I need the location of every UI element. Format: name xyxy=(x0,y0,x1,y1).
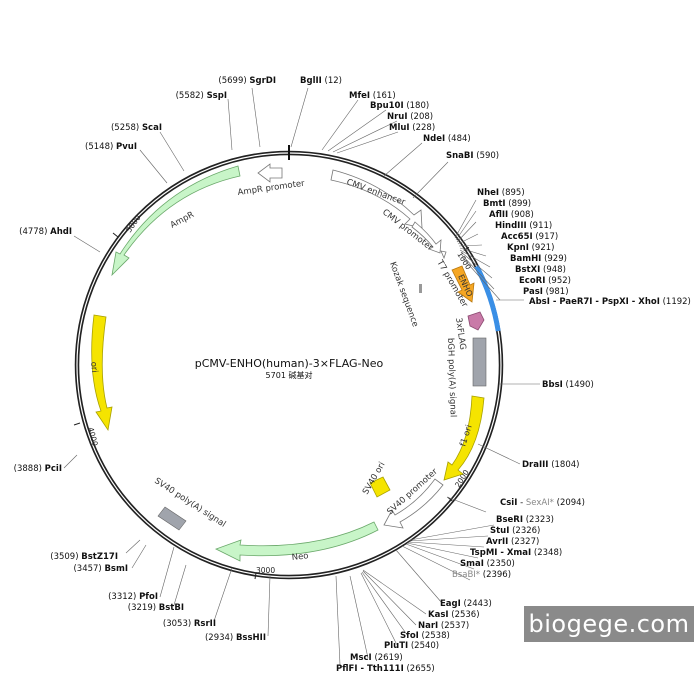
site-bbsi: BbsI (1490) xyxy=(542,380,594,390)
plasmid-size: 5701 碱基对 xyxy=(266,370,313,380)
site-pasi: PasI (981) xyxy=(523,287,569,297)
feature-sv40-polya xyxy=(157,506,187,531)
site-mlui: MluI (228) xyxy=(389,123,435,133)
feature-enho xyxy=(451,265,475,303)
site-aflii: AflII (908) xyxy=(489,210,534,220)
site-bpu10i: Bpu10I (180) xyxy=(370,101,429,111)
tick-3000-mark xyxy=(254,572,257,580)
site-sfoi: SfoI (2538) xyxy=(400,631,450,641)
watermark: biogege.com xyxy=(524,606,694,642)
feature-kozak xyxy=(419,284,422,293)
site-bsmi: (3457) BsmI xyxy=(73,564,128,574)
site-pvui: (5148) PvuI xyxy=(85,142,137,152)
site-bstxi: BstXI (948) xyxy=(515,265,566,275)
site-ahdi: (4778) AhdI xyxy=(19,227,72,237)
site-sspi: (5582) SspI xyxy=(176,91,227,101)
site-ecori: EcoRI (952) xyxy=(519,276,571,286)
site-bamhi: BamHI (929) xyxy=(510,254,567,264)
site-bmti: BmtI (899) xyxy=(483,199,531,209)
feature-label-neo: Neo xyxy=(291,551,309,563)
leader-lines xyxy=(63,87,540,666)
site-bglii: BglII (12) xyxy=(300,76,342,86)
feature-neo xyxy=(214,521,379,562)
tick-3000: 3000 xyxy=(256,566,275,575)
feature-3xflag xyxy=(467,311,485,331)
site-ndei: NdeI (484) xyxy=(423,134,471,144)
tick-1000-mark xyxy=(463,246,470,251)
feature-f1-ori xyxy=(443,395,485,481)
site-sgrdi: (5699) SgrDI xyxy=(218,76,276,86)
feature-label-ori: ori xyxy=(88,361,99,373)
site-pcii: (3888) PciI xyxy=(14,464,62,474)
site-pluti: PluTI (2540) xyxy=(384,641,439,651)
site-bsshii: (2934) BssHII xyxy=(205,633,266,643)
site-hindiii: HindIII (911) xyxy=(495,221,552,231)
tick-5000-mark xyxy=(112,232,119,238)
site-bseri: BseRI (2323) xyxy=(496,515,554,525)
site-nrui: NruI (208) xyxy=(387,112,433,122)
feature-ampr-promoter xyxy=(257,163,283,183)
feature-label-sv40-polya: SV40 poly(A) signal xyxy=(152,476,227,530)
site-msci: MscI (2619) xyxy=(350,653,403,663)
site-scai: (5258) ScaI xyxy=(111,123,162,133)
feature-cmv-promoter xyxy=(411,221,442,254)
feature-label-ampr: AmpR xyxy=(169,210,196,231)
site-eagi: EagI (2443) xyxy=(440,599,492,609)
site-bstz17i: (3509) BstZ17I xyxy=(50,552,118,562)
feature-t7-promoter xyxy=(440,250,447,260)
site-snabi: SnaBI (590) xyxy=(446,151,499,161)
site-avrii: AvrII (2327) xyxy=(486,537,539,547)
site-rsrii: (3053) RsrII xyxy=(163,619,216,629)
site-nhei: NheI (895) xyxy=(477,188,525,198)
feature-label-kozak: Kozak sequence xyxy=(387,261,420,329)
site-stui: StuI (2326) xyxy=(490,526,540,536)
site-nari: NarI (2537) xyxy=(418,621,469,631)
plasmid-name: pCMV-ENHO(human)-3×FLAG-Neo xyxy=(195,357,384,370)
feature-label-bgh-polya: bGH poly(A) signal xyxy=(445,338,458,418)
feature-ori xyxy=(91,314,113,432)
feature-sv40-ori xyxy=(369,476,391,498)
site-acc65i: Acc65I (917) xyxy=(501,232,558,242)
insert-highlight xyxy=(474,265,501,332)
site-absi-xhoi: AbsI - PaeR7I - PspXI - XhoI (1192) xyxy=(529,297,691,307)
site-kpni: KpnI (921) xyxy=(507,243,554,253)
watermark-text: biogege.com xyxy=(528,610,690,638)
site-tspmi-xmai: TspMI - XmaI (2348) xyxy=(470,548,562,558)
site-mfei: MfeI (161) xyxy=(349,91,396,101)
site-pflfi-tth111i: PflFI - Tth111I (2655) xyxy=(336,664,435,674)
site-csii-sexai: CsiI - SexAI* (2094) xyxy=(500,498,585,508)
feature-label-ampr-promoter: AmpR promoter xyxy=(237,179,306,198)
tick-4000-mark xyxy=(73,422,81,426)
site-kasi: KasI (2536) xyxy=(428,610,480,620)
site-pfoi: (3312) PfoI xyxy=(108,592,158,602)
feature-bgh-polya xyxy=(472,337,487,387)
site-draiii: DraIII (1804) xyxy=(522,460,579,470)
site-bstbi: (3219) BstBI xyxy=(128,603,184,613)
feature-label-3xflag: 3xFLAG xyxy=(453,317,467,351)
feature-cmv-enhancer xyxy=(330,169,423,229)
feature-sv40-promoter xyxy=(383,478,444,529)
feature-ampr xyxy=(111,165,241,277)
site-bsabi: BsaBI* (2396) xyxy=(452,570,511,580)
site-smai: SmaI (2350) xyxy=(460,559,515,569)
